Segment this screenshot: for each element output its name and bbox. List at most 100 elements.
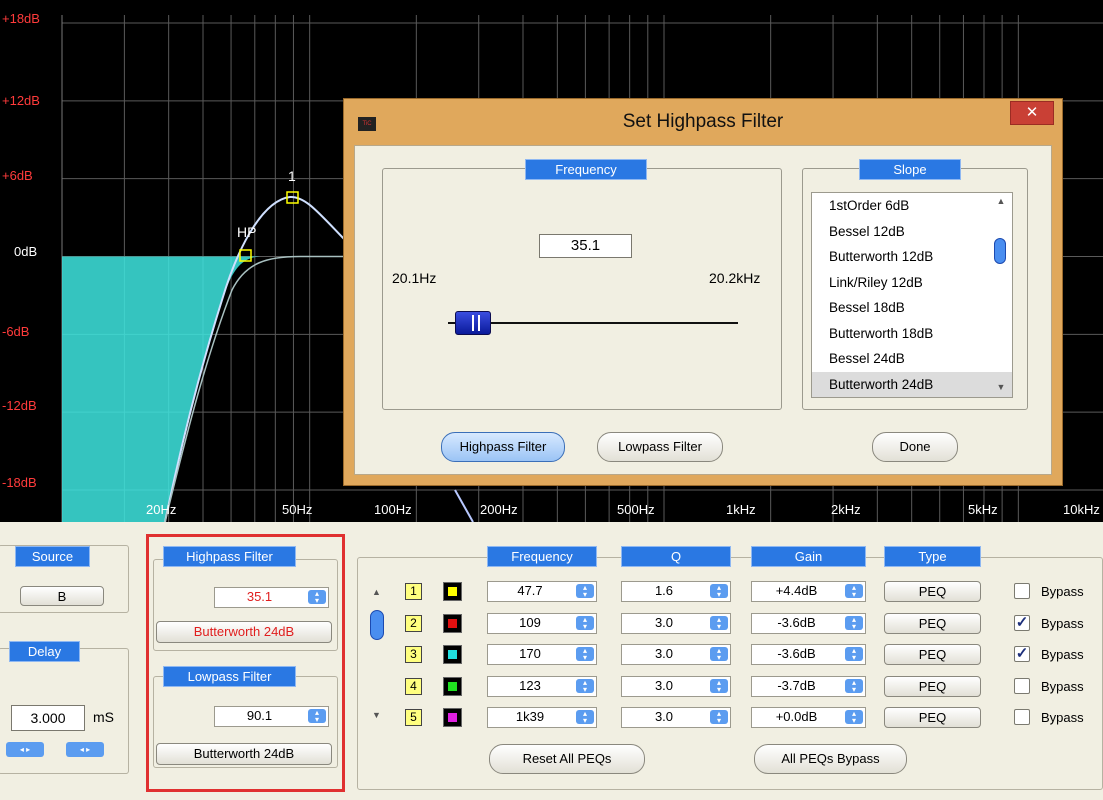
peq-q-spinner[interactable]: 3.0 ▴ ▾ (621, 613, 731, 634)
frequency-slider-thumb[interactable] (455, 311, 491, 335)
peq-bypass-checkbox[interactable]: ✓ (1014, 614, 1030, 631)
peq-gain-value: -3.7dB (777, 678, 816, 693)
peq-q-spinner[interactable]: 1.6 ▴ ▾ (621, 581, 731, 602)
source-select[interactable]: B (20, 586, 104, 606)
peq-bypass-checkbox[interactable] (1014, 709, 1030, 725)
peq-frequency-spinner[interactable]: 170 ▴ ▾ (487, 644, 597, 665)
spin-updown-icon[interactable]: ▴ ▾ (710, 584, 728, 599)
spin-updown-icon[interactable]: ▴ ▾ (576, 584, 594, 599)
peq-type-button[interactable]: PEQ (884, 644, 981, 665)
peq-scrollbar[interactable]: ▲ ▼ (367, 584, 389, 724)
scroll-thumb[interactable] (994, 238, 1006, 264)
peq-gain-spinner[interactable]: +0.0dB ▴ ▾ (751, 707, 866, 728)
lowpass-slope-button[interactable]: Butterworth 24dB (156, 743, 332, 765)
peq-gain-spinner[interactable]: +4.4dB ▴ ▾ (751, 581, 866, 602)
peq-row-number: 1 (405, 583, 422, 600)
scroll-down-arrow-icon[interactable]: ▼ (372, 710, 381, 720)
scroll-up-arrow-icon[interactable]: ▲ (372, 587, 381, 597)
hp-marker[interactable] (239, 249, 252, 262)
y-axis-label: 0dB (14, 244, 37, 259)
slope-option[interactable]: Butterworth 18dB (829, 325, 934, 341)
peq-gain-spinner[interactable]: -3.6dB ▴ ▾ (751, 644, 866, 665)
y-axis-label: +12dB (2, 93, 40, 108)
lowpass-filter-button[interactable]: Lowpass Filter (597, 432, 723, 462)
slope-option[interactable]: Bessel 24dB (829, 351, 905, 366)
spin-updown-icon[interactable]: ▴ ▾ (710, 647, 728, 662)
scroll-thumb[interactable] (370, 610, 384, 640)
spin-updown-icon[interactable]: ▴ ▾ (845, 616, 863, 631)
spin-updown-icon[interactable]: ▴ ▾ (845, 647, 863, 662)
spin-updown-icon[interactable]: ▴ ▾ (845, 710, 863, 725)
peq-frequency-spinner[interactable]: 47.7 ▴ ▾ (487, 581, 597, 602)
frequency-input[interactable]: 35.1 (539, 234, 632, 258)
slope-option[interactable]: Link/Riley 12dB (829, 274, 923, 290)
peq-bypass-checkbox[interactable] (1014, 678, 1030, 694)
lowpass-tag: Lowpass Filter (163, 666, 296, 687)
peq-frequency-spinner[interactable]: 109 ▴ ▾ (487, 613, 597, 634)
spin-updown-icon[interactable]: ▴ ▾ (845, 679, 863, 694)
delay-coarse-stepper[interactable]: ◂ ▸ (6, 742, 44, 757)
peq-frequency-value: 47.7 (517, 583, 543, 598)
peq-type-button[interactable]: PEQ (884, 707, 981, 728)
all-peqs-bypass-button[interactable]: All PEQs Bypass (754, 744, 907, 774)
peq-q-spinner[interactable]: 3.0 ▴ ▾ (621, 676, 731, 697)
spin-updown-icon[interactable]: ▴ ▾ (710, 679, 728, 694)
peq-frequency-spinner[interactable]: 1k39 ▴ ▾ (487, 707, 597, 728)
peq-bypass-checkbox[interactable] (1014, 583, 1030, 599)
slope-option[interactable]: Butterworth 12dB (829, 249, 934, 264)
peq1-marker[interactable] (286, 191, 299, 204)
highpass-frequency-spinner[interactable]: 35.1 ▴ ▾ (214, 587, 329, 608)
peq-type-button[interactable]: PEQ (884, 581, 981, 602)
highpass-filter-button[interactable]: Highpass Filter (441, 432, 565, 462)
x-axis-label: 1kHz (726, 502, 756, 517)
delay-fine-stepper[interactable]: ◂ ▸ (66, 742, 104, 757)
peq1-marker-label: 1 (288, 168, 296, 184)
slope-option[interactable]: Bessel 12dB (829, 223, 905, 239)
spin-updown-icon[interactable]: ▴ ▾ (576, 647, 594, 662)
scroll-up-arrow-icon[interactable]: ▲ (996, 196, 1006, 206)
peq-gain-header: Gain (751, 546, 866, 567)
spin-updown-icon[interactable]: ▴ ▾ (576, 710, 594, 725)
x-axis-label: 10kHz (1063, 502, 1100, 517)
y-axis-label: +18dB (2, 11, 40, 26)
peq-gain-spinner[interactable]: -3.7dB ▴ ▾ (751, 676, 866, 697)
peq-frequency-value: 109 (519, 615, 541, 630)
frequency-tag: Frequency (525, 159, 647, 180)
peq-q-value: 3.0 (654, 646, 674, 661)
spin-updown-icon[interactable]: ▴ ▾ (576, 616, 594, 631)
peq-bypass-label: Bypass (1041, 710, 1084, 725)
x-axis-label: 100Hz (374, 502, 412, 517)
scroll-down-arrow-icon[interactable]: ▼ (996, 382, 1006, 392)
lowpass-frequency-spinner[interactable]: 90.1 ▴ ▾ (214, 706, 329, 727)
slope-option[interactable]: Butterworth 24dB (812, 371, 1012, 397)
frequency-slider-track[interactable] (448, 322, 738, 324)
source-tag: Source (15, 546, 90, 567)
peq-q-value: 1.6 (654, 583, 674, 598)
slope-option[interactable]: Bessel 18dB (829, 300, 905, 315)
peq-type-button[interactable]: PEQ (884, 613, 981, 634)
peq-q-spinner[interactable]: 3.0 ▴ ▾ (621, 707, 731, 728)
peq-type-button[interactable]: PEQ (884, 676, 981, 697)
spin-updown-icon[interactable]: ▴ ▾ (308, 590, 326, 605)
slope-option[interactable]: 1stOrder 6dB (829, 198, 910, 213)
peq-bypass-label: Bypass (1041, 647, 1084, 662)
frequency-group (382, 168, 782, 410)
slope-listbox[interactable]: 1stOrder 6dB Bessel 12dB Butterworth 12dB L… (811, 192, 1013, 398)
spin-updown-icon[interactable]: ▴ ▾ (710, 616, 728, 631)
peq-frequency-spinner[interactable]: 123 ▴ ▾ (487, 676, 597, 697)
highpass-slope-button[interactable]: Butterworth 24dB (156, 621, 332, 643)
close-button[interactable]: ✕ (1010, 101, 1054, 125)
spin-updown-icon[interactable]: ▴ ▾ (845, 584, 863, 599)
spin-updown-icon[interactable]: ▴ ▾ (576, 679, 594, 694)
reset-all-peqs-button[interactable]: Reset All PEQs (489, 744, 645, 774)
slope-scrollbar[interactable]: ▲ ▼ (991, 192, 1011, 398)
done-button[interactable]: Done (872, 432, 958, 462)
spin-updown-icon[interactable]: ▴ ▾ (308, 709, 326, 724)
delay-input[interactable]: 3.000 (11, 705, 85, 731)
peq-bypass-checkbox[interactable]: ✓ (1014, 645, 1030, 662)
app-icon: TiC (358, 117, 376, 131)
peq-q-spinner[interactable]: 3.0 ▴ ▾ (621, 644, 731, 665)
peq-gain-spinner[interactable]: -3.6dB ▴ ▾ (751, 613, 866, 634)
spin-updown-icon[interactable]: ▴ ▾ (710, 710, 728, 725)
peq-color-swatch (443, 708, 462, 727)
